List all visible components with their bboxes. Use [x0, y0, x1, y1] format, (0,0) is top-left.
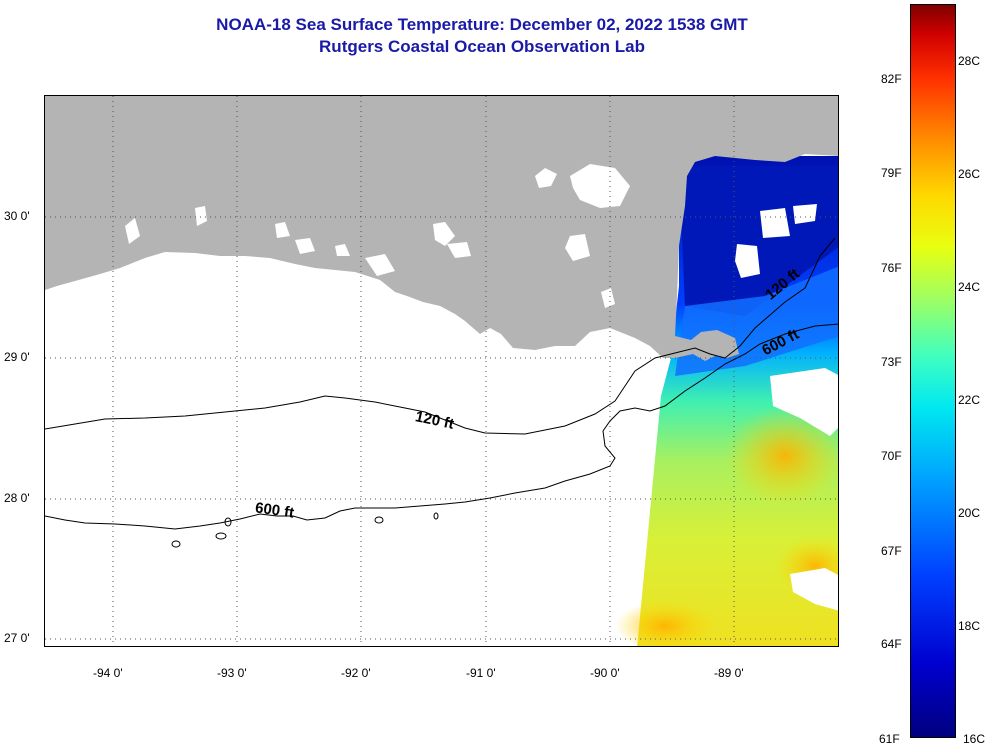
colorbar-c-label: 18C	[958, 619, 981, 633]
temperature-colorbar	[910, 4, 956, 738]
colorbar-c-label: 16C	[963, 732, 986, 746]
colorbar-f-label: 79F	[881, 166, 902, 180]
lon-tick-label: -94 0'	[93, 666, 123, 680]
contour-120ft-west	[45, 237, 836, 435]
colorbar-c-label: 24C	[958, 280, 981, 294]
sst-map-canvas	[45, 96, 838, 646]
colorbar-f-label: 64F	[881, 637, 902, 651]
map-title: NOAA-18 Sea Surface Temperature: Decembe…	[0, 14, 964, 58]
colorbar-f-label: 73F	[881, 355, 902, 369]
sst-map: 120 ft 600 ft 120 ft 600 ft	[44, 95, 839, 647]
colorbar-f-label: 70F	[881, 449, 902, 463]
lat-tick-label: 28 0'	[4, 491, 30, 505]
lon-tick-label: -89 0'	[714, 666, 744, 680]
title-line-2: Rutgers Coastal Ocean Observation Lab	[319, 37, 645, 56]
cloud-patches	[735, 204, 838, 611]
colorbar-c-label: 28C	[958, 54, 981, 68]
lon-tick-label: -91 0'	[466, 666, 496, 680]
contour-600ft-west	[45, 323, 838, 530]
lat-tick-label: 27 0'	[4, 631, 30, 645]
colorbar-c-label: 22C	[958, 393, 981, 407]
title-line-1: NOAA-18 Sea Surface Temperature: Decembe…	[216, 15, 748, 34]
colorbar-c-label: 20C	[958, 506, 981, 520]
lon-tick-label: -90 0'	[590, 666, 620, 680]
lon-tick-label: -93 0'	[217, 666, 247, 680]
colorbar-f-label: 67F	[881, 544, 902, 558]
graticule	[45, 96, 838, 646]
colorbar-f-label: 76F	[881, 261, 902, 275]
land	[45, 96, 838, 361]
lon-tick-label: -92 0'	[341, 666, 371, 680]
sst-swath	[615, 156, 838, 646]
lat-tick-label: 30 0'	[4, 209, 30, 223]
colorbar-c-label: 26C	[958, 167, 981, 181]
lat-tick-label: 29 0'	[4, 350, 30, 364]
colorbar-f-label: 61F	[879, 732, 900, 746]
bathymetry-contours	[45, 237, 838, 548]
colorbar-f-label: 82F	[881, 72, 902, 86]
